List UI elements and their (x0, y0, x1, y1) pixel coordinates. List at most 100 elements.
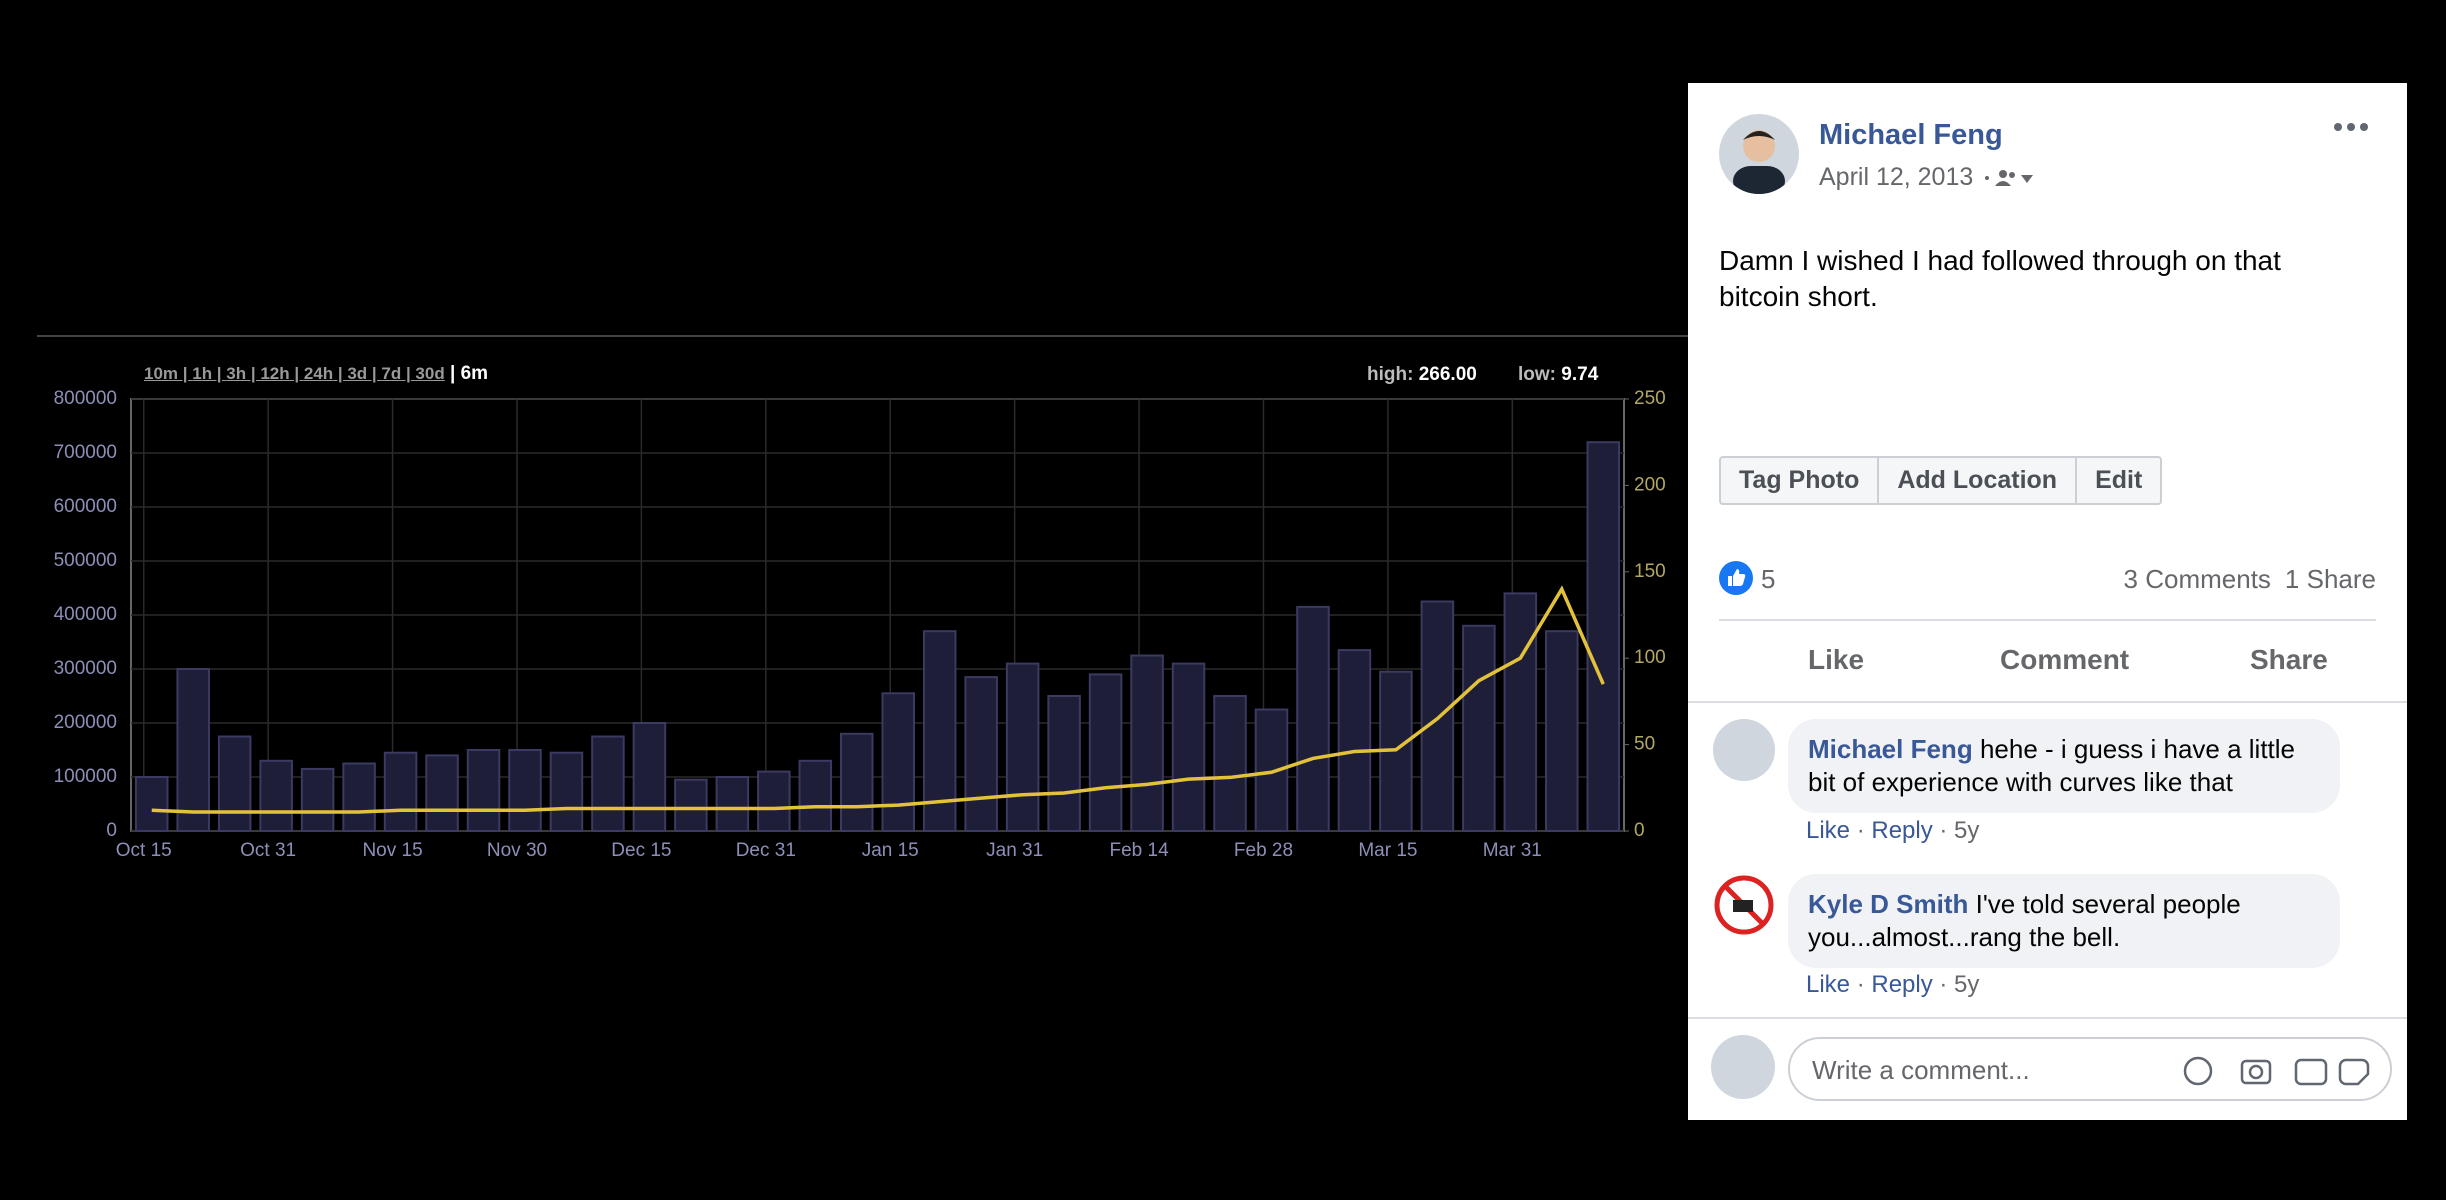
like-icon (1719, 561, 1753, 595)
range-link[interactable]: 12h (246, 364, 290, 383)
bar (1337, 649, 1372, 832)
comment-actions: LikeReply5y (1806, 971, 1979, 999)
avatar[interactable] (1713, 874, 1775, 936)
range-link[interactable]: 3h (212, 364, 246, 383)
add-location[interactable]: Add Location (1877, 458, 2075, 503)
photo-tools: Tag Photo Add Location Edit (1719, 456, 2163, 505)
y-tick-label: 100000 (54, 766, 117, 787)
x-tick-label: Mar 31 (1483, 840, 1542, 861)
x-tick-label: Mar 15 (1358, 840, 1417, 861)
avatar[interactable] (1713, 719, 1775, 781)
x-tick-label: Jan 31 (986, 840, 1043, 861)
y-tick-label: 600000 (54, 496, 117, 517)
bar (757, 770, 791, 832)
comment-bubble: Michael Feng hehe - i guess i have a lit… (1788, 719, 2340, 813)
reply-link[interactable]: Reply (1850, 971, 1933, 998)
age: 5y (1933, 971, 1980, 998)
bar (466, 749, 501, 832)
y-tick-label: 400000 (54, 604, 117, 625)
bar (300, 767, 335, 833)
placeholder: Write a comment... (1812, 1055, 2030, 1085)
bar (798, 759, 833, 832)
comment-actions: LikeReply5y (1806, 817, 1979, 845)
label: Like (1808, 644, 1865, 675)
y-tick-label: 0 (106, 820, 117, 841)
like-button[interactable]: Like (1764, 644, 1864, 676)
y-tick-label: 500000 (54, 550, 117, 571)
bar (1296, 605, 1330, 833)
reply-link[interactable]: Reply (1850, 817, 1933, 844)
range-link[interactable]: 7d (367, 364, 401, 383)
stat: high: 266.00 (1367, 364, 1477, 385)
audience-icon[interactable] (1981, 166, 2041, 190)
bar (1088, 673, 1123, 833)
bar (591, 735, 625, 832)
x-tick-label: Oct 31 (240, 840, 296, 861)
range-link[interactable]: 1h (178, 364, 212, 383)
bar (632, 722, 667, 832)
comment-text: I've told several people you...almost...… (1808, 889, 2241, 952)
x-tick-label: Dec 15 (611, 840, 671, 861)
range-link[interactable]: 6m (445, 363, 488, 384)
bar (1171, 662, 1206, 832)
bar (1130, 654, 1164, 832)
label: Share (2250, 644, 2328, 675)
x-tick-label: Oct 15 (116, 840, 172, 861)
comment-bubble: Kyle D Smith I've told several people yo… (1788, 874, 2340, 968)
post-panel: Michael Feng April 12, 2013 Damn I wishe… (1688, 83, 2407, 1120)
divider (1688, 701, 2407, 703)
y2-tick-label: 250 (1634, 388, 1666, 409)
bar (508, 749, 542, 832)
bar (134, 776, 169, 832)
bar (840, 732, 874, 832)
x-tick-label: Feb 28 (1234, 840, 1293, 861)
comment-count[interactable]: 3 Comments (2123, 564, 2271, 594)
comment-author[interactable]: Michael Feng (1808, 734, 1973, 764)
comment-author[interactable]: Kyle D Smith (1808, 889, 1969, 919)
bar (964, 676, 998, 832)
bar (922, 630, 957, 833)
bar (383, 751, 418, 833)
stat: low: 9.74 (1518, 364, 1599, 385)
bar (1420, 600, 1455, 832)
divider (1719, 619, 2376, 621)
price-line (151, 585, 1605, 814)
bar (1047, 695, 1081, 832)
stat-label: low: (1518, 364, 1556, 385)
avatar[interactable] (1719, 114, 1799, 194)
x-tick-label: Feb 14 (1109, 840, 1169, 861)
x-tick-label: Dec 31 (736, 840, 796, 861)
post-meta: April 12, 2013 (1819, 163, 2041, 192)
like-link[interactable]: Like (1806, 817, 1851, 844)
composer-icons[interactable] (2182, 1055, 2372, 1087)
date[interactable]: April 12, 2013 (1819, 163, 1974, 191)
range-link[interactable]: 3d (333, 364, 367, 383)
avatar (1711, 1035, 1775, 1099)
y2-tick-label: 100 (1634, 647, 1666, 668)
edit[interactable]: Edit (2075, 458, 2160, 503)
author[interactable]: Michael Feng (1819, 119, 2003, 151)
counts: 3 Comments 1 Share (2124, 564, 2376, 595)
stat-value: 9.74 (1561, 364, 1598, 385)
bar (259, 759, 293, 832)
range-link[interactable]: 10m (144, 364, 179, 383)
x-tick-label: Nov 30 (487, 840, 547, 861)
range-link[interactable]: 30d (401, 364, 445, 383)
comment-input[interactable]: Write a comment... (1788, 1037, 2392, 1101)
bar (549, 751, 584, 833)
like-count[interactable]: 5 (1761, 564, 1776, 594)
range-link[interactable]: 24h (290, 364, 334, 383)
y2-tick-label: 150 (1634, 561, 1666, 582)
more-menu[interactable] (2333, 121, 2369, 133)
comment-button[interactable]: Comment (1956, 644, 2129, 676)
y-tick-label: 300000 (54, 658, 117, 679)
price-chart: high: 266.00 low: 9.74 0 100000 200000 300000… (37, 335, 1688, 861)
share-button[interactable]: Share (2206, 644, 2328, 676)
bar (342, 762, 376, 832)
share-count[interactable]: 1 Share (2284, 564, 2376, 594)
tag-photo[interactable]: Tag Photo (1739, 466, 1860, 494)
like-link[interactable]: Like (1806, 971, 1851, 998)
post-text: Damn I wished I had followed through on … (1719, 245, 2281, 312)
